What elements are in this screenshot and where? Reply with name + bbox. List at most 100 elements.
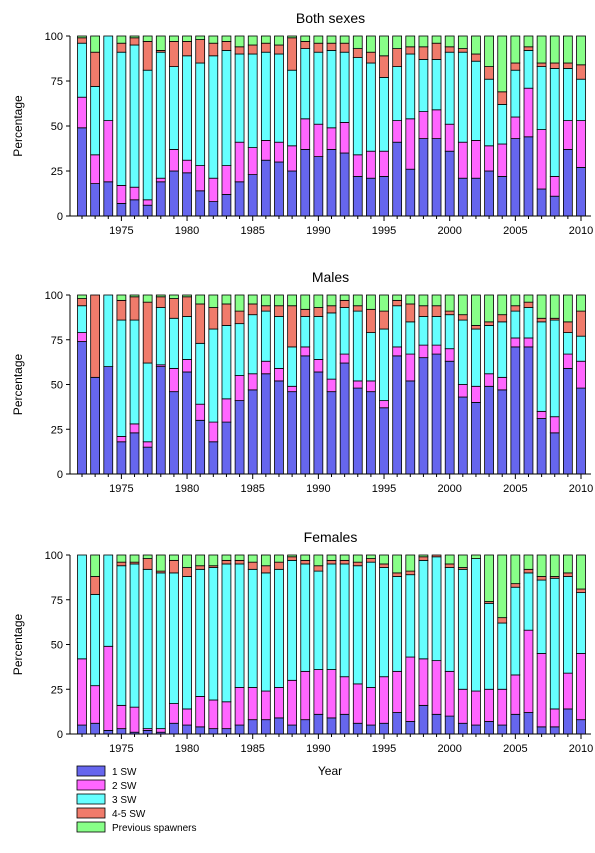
y-axis-label: Percentage xyxy=(11,353,25,415)
legend-swatch xyxy=(76,779,106,791)
bar-segment-1-sw xyxy=(234,181,245,217)
bar-segment-4-5-sw xyxy=(169,298,179,319)
bar-segment-1-sw xyxy=(431,353,442,475)
bar-segment-2-sw xyxy=(195,696,206,728)
bar-segment-previous-spawners xyxy=(431,294,442,307)
bar-segment-4-5-sw xyxy=(129,296,140,321)
bar-segment-3-sw xyxy=(510,69,521,118)
bar-segment-2-sw xyxy=(418,344,429,359)
bar-segment-previous-spawners xyxy=(182,554,192,568)
bar-segment-2-sw xyxy=(142,199,153,206)
bar-segment-4-5-sw xyxy=(116,299,127,321)
bar-segment-3-sw xyxy=(339,307,350,355)
bar-segment-1-sw xyxy=(90,376,100,475)
bar-segment-previous-spawners xyxy=(444,554,455,565)
bar-segment-previous-spawners xyxy=(155,294,166,298)
bar-segment-2-sw xyxy=(103,120,114,183)
bar-segment-1-sw xyxy=(392,355,403,475)
chart-title: Males xyxy=(312,269,349,285)
bar-segment-3-sw xyxy=(260,310,271,362)
bar-segment-1-sw xyxy=(260,373,271,475)
bar-segment-4-5-sw xyxy=(221,559,232,565)
bar-segment-3-sw xyxy=(471,60,481,141)
bar-segment-3-sw xyxy=(497,321,508,378)
bar-segment-1-sw xyxy=(431,713,442,735)
bar-segment-4-5-sw xyxy=(457,48,468,53)
bar-segment-2-sw xyxy=(234,375,245,402)
bar-segment-1-sw xyxy=(287,391,297,475)
bar-segment-3-sw xyxy=(392,576,403,672)
bar-segment-2-sw xyxy=(155,177,166,183)
bar-segment-3-sw xyxy=(195,568,206,697)
bar-segment-3-sw xyxy=(418,316,429,346)
y-tick-label: 50 xyxy=(51,380,63,392)
bar-segment-2-sw xyxy=(221,165,232,195)
bar-segment-previous-spawners xyxy=(260,35,271,44)
bar-segment-1-sw xyxy=(208,201,219,217)
bar-segment-previous-spawners xyxy=(77,35,87,39)
bar-segment-4-5-sw xyxy=(444,46,455,53)
bar-segment-2-sw xyxy=(352,380,363,389)
bar-segment-3-sw xyxy=(536,579,547,654)
bar-segment-4-5-sw xyxy=(221,41,232,51)
bar-segment-previous-spawners xyxy=(471,294,481,326)
bar-segment-previous-spawners xyxy=(274,35,284,46)
bar-segment-1-sw xyxy=(352,175,363,217)
bar-segment-previous-spawners xyxy=(563,35,573,64)
bar-segment-3-sw xyxy=(379,328,389,402)
bar-segment-previous-spawners xyxy=(523,294,534,303)
bar-segment-1-sw xyxy=(563,708,573,735)
bar-segment-previous-spawners xyxy=(576,294,586,312)
bar-segment-previous-spawners xyxy=(155,35,166,51)
bar-segment-1-sw xyxy=(536,418,547,475)
bar-segment-previous-spawners xyxy=(405,35,416,48)
bar-segment-2-sw xyxy=(313,359,324,373)
bar-segment-previous-spawners xyxy=(366,294,376,310)
bar-segment-3-sw xyxy=(155,572,166,730)
bar-segment-previous-spawners xyxy=(300,35,311,42)
bar-segment-3-sw xyxy=(287,346,297,387)
bar-segment-1-sw xyxy=(379,722,389,735)
bar-segment-1-sw xyxy=(195,726,206,735)
bar-segment-1-sw xyxy=(300,719,311,735)
x-tick-label: 2005 xyxy=(503,483,527,495)
bar-segment-2-sw xyxy=(116,436,127,443)
bar-segment-1-sw xyxy=(484,385,494,475)
bar-segment-4-5-sw xyxy=(155,296,166,308)
bar-segment-1-sw xyxy=(366,391,376,475)
bar-segment-2-sw xyxy=(418,111,429,139)
bar-segment-2-sw xyxy=(234,687,245,726)
bar-segment-1-sw xyxy=(247,174,258,217)
bar-segment-4-5-sw xyxy=(352,48,363,58)
y-tick-label: 75 xyxy=(51,335,63,347)
bar-segment-3-sw xyxy=(405,53,416,120)
y-axis-label: Percentage xyxy=(11,95,25,157)
bar-segment-4-5-sw xyxy=(523,568,534,574)
bar-segment-1-sw xyxy=(260,719,271,735)
bar-segment-4-5-sw xyxy=(497,314,508,323)
bar-segment-3-sw xyxy=(300,563,311,672)
bar-segment-4-5-sw xyxy=(563,572,573,577)
bar-segment-previous-spawners xyxy=(444,35,455,48)
bar-segment-2-sw xyxy=(405,118,416,170)
bar-segment-4-5-sw xyxy=(195,39,206,64)
y-tick-label: 100 xyxy=(45,290,63,302)
bar-segment-4-5-sw xyxy=(379,310,389,330)
bar-segment-4-5-sw xyxy=(142,301,153,364)
bar-segment-4-5-sw xyxy=(339,42,350,53)
bar-segment-3-sw xyxy=(523,50,534,89)
bar-segment-3-sw xyxy=(182,316,192,360)
bar-segment-3-sw xyxy=(234,563,245,688)
bar-segment-1-sw xyxy=(405,721,416,735)
bar-segment-1-sw xyxy=(116,202,127,217)
bar-segment-4-5-sw xyxy=(576,588,586,593)
x-tick-label: 1975 xyxy=(109,225,133,237)
bar-segment-1-sw xyxy=(392,141,403,217)
bar-segment-3-sw xyxy=(484,602,494,690)
bar-segment-3-sw xyxy=(103,35,114,121)
bar-segment-4-5-sw xyxy=(418,556,429,561)
bar-segment-3-sw xyxy=(457,568,468,690)
bar-segment-3-sw xyxy=(379,77,389,152)
x-axis-title: Year xyxy=(318,764,342,778)
bar-segment-3-sw xyxy=(116,51,127,186)
